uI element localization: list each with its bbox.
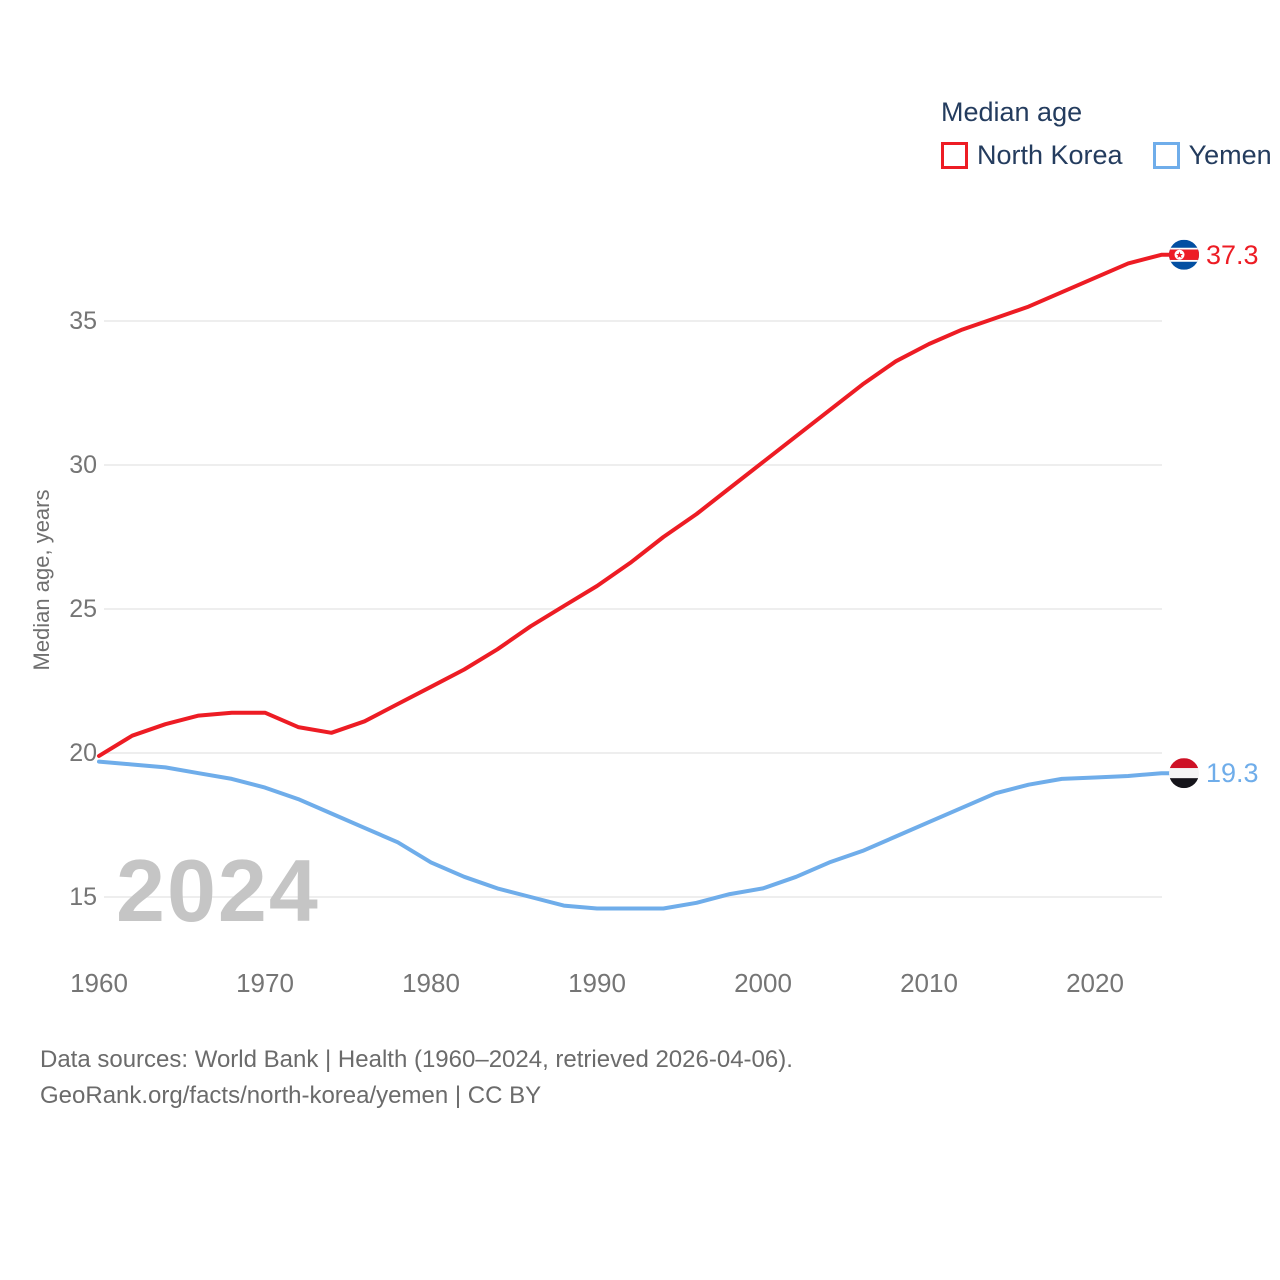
yemen-flag-icon [1169, 758, 1199, 789]
x-tick-1980: 1980 [402, 968, 460, 998]
series-lines [97, 252, 1172, 911]
y-tick-30: 30 [69, 451, 97, 479]
legend-item-yemen: Yemen [1152, 140, 1272, 171]
y-tick-20: 20 [69, 739, 97, 767]
x-tick-2020: 2020 [1066, 968, 1124, 998]
x-tick-1990: 1990 [568, 968, 626, 998]
plot-area [97, 239, 1199, 911]
year-watermark: 2024 [116, 841, 320, 940]
y-tick-15: 15 [69, 883, 97, 911]
x-tick-1960: 1960 [70, 968, 128, 998]
data-sources-note: Data sources: World Bank | Health (1960–… [40, 1042, 793, 1114]
yemen-swatch-icon [1152, 142, 1180, 169]
y-tick-25: 25 [69, 595, 97, 623]
yemen-end-value: 19.3 [1206, 758, 1259, 789]
line-yemen [97, 759, 1172, 911]
y-gridlines [104, 320, 1162, 898]
legend-item-north-korea: North Korea [941, 140, 1123, 171]
data-sources-line2: GeoRank.org/facts/north-korea/yemen | CC… [40, 1082, 542, 1109]
legend-label-north-korea: North Korea [977, 140, 1123, 170]
legend-label-yemen: Yemen [1188, 140, 1272, 170]
y-tick-35: 35 [69, 307, 97, 335]
x-tick-2000: 2000 [734, 968, 792, 998]
x-tick-2010: 2010 [900, 968, 958, 998]
line-north-korea [97, 252, 1172, 758]
north-korea-swatch-icon [941, 142, 968, 169]
legend: Median age North Korea Yemen [941, 97, 1272, 171]
north-korea-flag-icon [1169, 239, 1199, 270]
north-korea-end-value: 37.3 [1206, 239, 1259, 270]
legend-title: Median age [941, 97, 1083, 127]
data-sources-line1: Data sources: World Bank | Health (1960–… [40, 1046, 793, 1073]
x-tick-1970: 1970 [236, 968, 294, 998]
y-axis-title: Median age, years [29, 489, 54, 671]
